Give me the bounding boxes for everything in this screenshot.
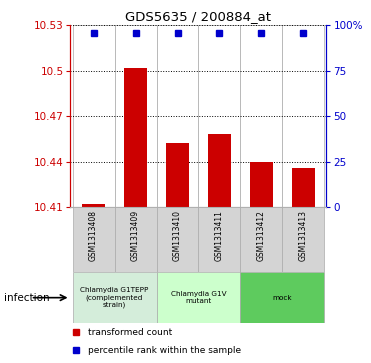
Bar — [157, 207, 198, 272]
FancyBboxPatch shape — [240, 25, 282, 207]
Text: GSM1313413: GSM1313413 — [299, 210, 308, 261]
Text: Chlamydia G1TEPP
(complemented
strain): Chlamydia G1TEPP (complemented strain) — [81, 287, 149, 308]
Bar — [198, 207, 240, 272]
Bar — [240, 272, 324, 323]
Text: GSM1313408: GSM1313408 — [89, 210, 98, 261]
Bar — [166, 143, 189, 207]
Bar — [282, 207, 324, 272]
Bar — [157, 272, 240, 323]
Bar — [73, 272, 157, 323]
Text: transformed count: transformed count — [88, 328, 173, 337]
Bar — [124, 68, 147, 207]
Text: infection: infection — [4, 293, 49, 303]
FancyBboxPatch shape — [198, 25, 240, 207]
Bar — [240, 207, 282, 272]
Text: GSM1313410: GSM1313410 — [173, 210, 182, 261]
FancyBboxPatch shape — [115, 25, 157, 207]
Bar — [82, 204, 105, 207]
Text: GSM1313409: GSM1313409 — [131, 210, 140, 261]
Text: percentile rank within the sample: percentile rank within the sample — [88, 346, 242, 355]
Text: GSM1313412: GSM1313412 — [257, 210, 266, 261]
FancyBboxPatch shape — [157, 25, 198, 207]
FancyBboxPatch shape — [282, 25, 324, 207]
Bar — [250, 162, 273, 207]
Text: Chlamydia G1V
mutant: Chlamydia G1V mutant — [171, 291, 226, 304]
Title: GDS5635 / 200884_at: GDS5635 / 200884_at — [125, 10, 272, 23]
Bar — [73, 207, 115, 272]
Bar — [292, 168, 315, 207]
Text: mock: mock — [273, 295, 292, 301]
Bar — [208, 134, 231, 207]
Text: GSM1313411: GSM1313411 — [215, 210, 224, 261]
FancyBboxPatch shape — [73, 25, 115, 207]
Bar — [115, 207, 157, 272]
